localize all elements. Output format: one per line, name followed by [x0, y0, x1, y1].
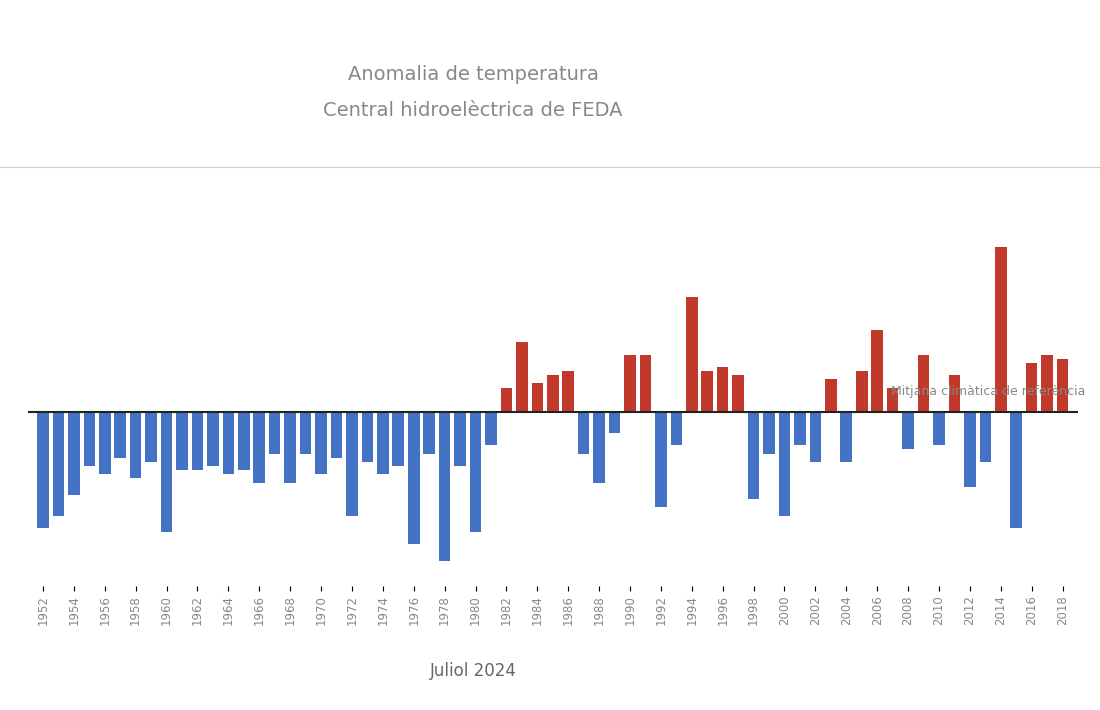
Bar: [608, 413, 620, 433]
Bar: [114, 413, 126, 458]
Bar: [393, 413, 404, 466]
Bar: [779, 413, 790, 515]
Bar: [917, 354, 930, 413]
Bar: [1026, 363, 1037, 413]
Bar: [810, 413, 822, 462]
Bar: [763, 413, 774, 454]
Text: Anomalia de temperatura: Anomalia de temperatura: [348, 65, 598, 84]
Bar: [794, 413, 805, 445]
Bar: [161, 413, 173, 532]
Bar: [470, 413, 482, 532]
Bar: [1011, 413, 1022, 528]
Bar: [871, 329, 883, 413]
Bar: [748, 413, 759, 499]
Bar: [145, 413, 157, 462]
Bar: [671, 413, 682, 445]
Bar: [702, 371, 713, 413]
Bar: [624, 354, 636, 413]
Bar: [825, 379, 837, 413]
Bar: [362, 413, 373, 462]
Bar: [996, 247, 1006, 413]
Bar: [485, 413, 497, 445]
Bar: [887, 388, 899, 413]
Bar: [130, 413, 142, 479]
Bar: [284, 413, 296, 483]
Bar: [686, 297, 697, 413]
Bar: [902, 413, 914, 449]
Bar: [424, 413, 434, 454]
Bar: [516, 342, 528, 413]
Bar: [84, 413, 95, 466]
Bar: [222, 413, 234, 474]
Bar: [238, 413, 250, 470]
Bar: [408, 413, 419, 545]
Bar: [377, 413, 388, 474]
Bar: [268, 413, 280, 454]
Bar: [840, 413, 852, 462]
Bar: [547, 375, 559, 413]
Bar: [578, 413, 590, 454]
Bar: [639, 354, 651, 413]
Bar: [500, 388, 513, 413]
Bar: [454, 413, 466, 466]
Bar: [300, 413, 311, 454]
Bar: [933, 413, 945, 445]
Bar: [176, 413, 188, 470]
Bar: [531, 383, 543, 413]
Bar: [964, 413, 976, 486]
Bar: [593, 413, 605, 483]
Bar: [331, 413, 342, 458]
Bar: [53, 413, 64, 515]
Bar: [1057, 359, 1068, 413]
Bar: [733, 375, 744, 413]
Bar: [99, 413, 110, 474]
Bar: [253, 413, 265, 483]
Bar: [191, 413, 204, 470]
Bar: [856, 371, 868, 413]
Bar: [68, 413, 79, 495]
Bar: [316, 413, 327, 474]
Bar: [346, 413, 358, 515]
Text: Central hidroelèctrica de FEDA: Central hidroelèctrica de FEDA: [323, 101, 623, 119]
Bar: [562, 371, 574, 413]
Bar: [717, 367, 728, 413]
Bar: [1042, 354, 1053, 413]
Bar: [439, 413, 450, 561]
Bar: [656, 413, 667, 508]
Bar: [37, 413, 48, 528]
Text: Juliol 2024: Juliol 2024: [430, 662, 516, 680]
Bar: [948, 375, 960, 413]
Bar: [207, 413, 219, 466]
Text: Mitjana climàtica de referència: Mitjana climàtica de referència: [891, 385, 1086, 398]
Bar: [979, 413, 991, 462]
